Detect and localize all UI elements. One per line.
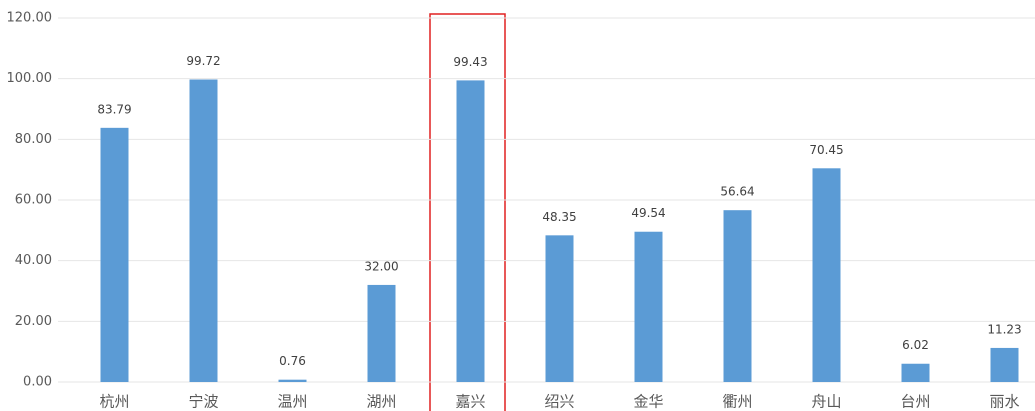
x-tick-label: 金华: [633, 393, 663, 411]
bar: [278, 379, 307, 382]
x-tick-label: 宁波: [188, 393, 218, 411]
value-label: 56.64: [720, 185, 754, 199]
bar: [634, 231, 663, 382]
x-tick-label: 湖州: [366, 393, 396, 411]
bar: [723, 210, 752, 382]
x-tick-label: 嘉兴: [455, 393, 485, 411]
value-label: 48.35: [542, 210, 576, 224]
bar: [100, 127, 129, 382]
x-tick-label: 台州: [900, 393, 930, 411]
y-tick-label: 0.00: [23, 375, 52, 390]
y-tick-label: 40.00: [15, 253, 52, 268]
bar: [812, 168, 841, 382]
bar: [545, 235, 574, 382]
y-tick-label: 120.00: [7, 11, 53, 26]
value-label: 99.43: [453, 55, 487, 69]
x-tick-label: 衢州: [722, 393, 752, 411]
bar: [367, 284, 396, 382]
bar: [456, 80, 485, 383]
value-label: 32.00: [364, 259, 398, 273]
y-tick-label: 80.00: [15, 132, 52, 147]
bar: [990, 347, 1019, 382]
y-tick-label: 60.00: [15, 193, 52, 208]
x-tick-label: 温州: [277, 393, 307, 411]
value-label: 99.72: [186, 54, 220, 68]
x-tick-label: 丽水: [989, 393, 1019, 411]
bar: [901, 363, 930, 382]
value-label: 49.54: [631, 206, 665, 220]
value-label: 83.79: [97, 102, 131, 116]
x-tick-label: 绍兴: [544, 393, 574, 411]
x-tick-label: 杭州: [99, 393, 129, 411]
value-label: 70.45: [809, 143, 843, 157]
y-tick-label: 100.00: [7, 71, 53, 86]
value-label: 0.76: [279, 354, 306, 368]
x-tick-label: 舟山: [811, 393, 841, 411]
bar: [189, 79, 218, 383]
value-label: 6.02: [902, 338, 929, 352]
value-label: 11.23: [987, 322, 1021, 336]
y-tick-label: 20.00: [15, 314, 52, 329]
highlight-box: [429, 13, 506, 411]
